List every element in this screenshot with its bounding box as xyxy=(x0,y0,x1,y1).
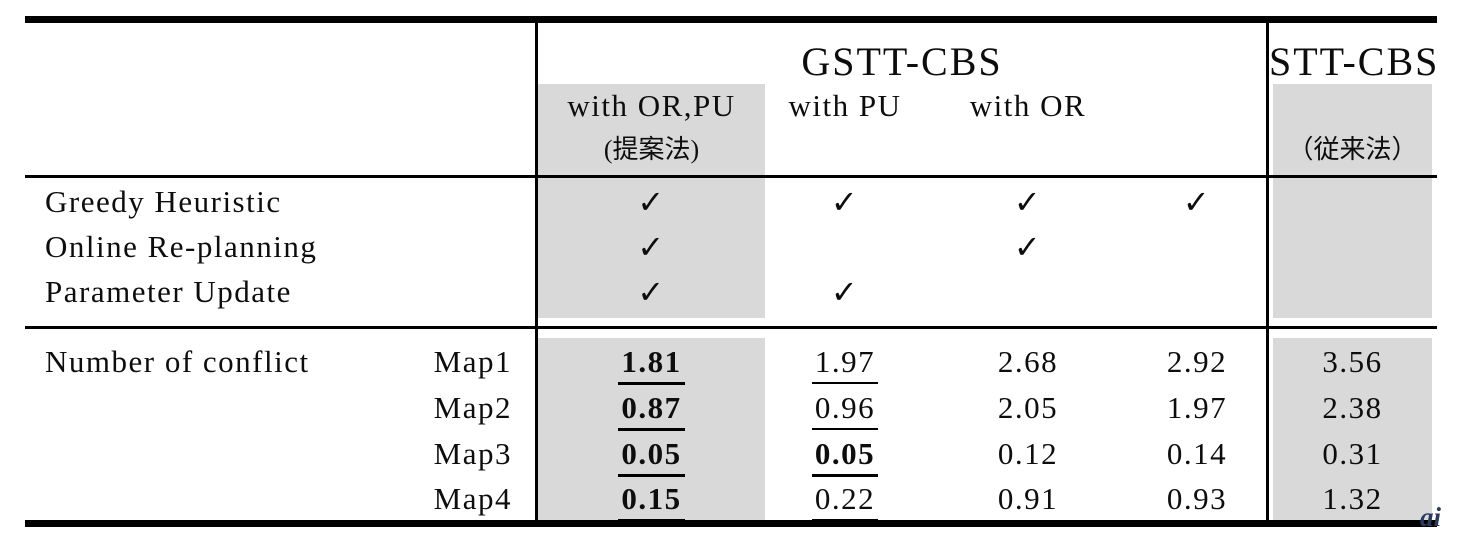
value-map2-stt-cbs: 2.38 xyxy=(1273,390,1432,426)
check-greedy-heuristic-with-or: ✓ xyxy=(1013,183,1043,221)
value-text: 2.38 xyxy=(1322,390,1383,425)
check-online-replanning-with-or: ✓ xyxy=(1013,228,1043,266)
value-text: 0.14 xyxy=(1166,436,1228,471)
value-map1-with-pu: 1.97 xyxy=(765,344,925,384)
group-header-gstt-cbs: GSTT-CBS xyxy=(801,39,1003,84)
vertical-rule-left xyxy=(535,16,538,527)
row-label-online-replanning: Online Re-planning xyxy=(45,229,318,264)
map-label: Map1 xyxy=(433,344,512,379)
value-map1-with-or: 2.68 xyxy=(948,344,1108,380)
value-map4-plain: 0.93 xyxy=(1117,481,1277,517)
value-map4-stt-cbs: 1.32 xyxy=(1273,481,1432,517)
column-subheader-proposed-method: (提案法) xyxy=(603,135,700,164)
check-parameter-update-with-pu: ✓ xyxy=(830,273,860,311)
header-separator-rule xyxy=(25,175,1437,178)
value-map4-with-pu: 0.22 xyxy=(765,481,925,521)
value-text: 0.05 xyxy=(811,436,879,477)
value-text: 0.05 xyxy=(618,436,685,477)
value-text: 0.12 xyxy=(997,436,1059,471)
value-map2-with-pu: 0.96 xyxy=(765,390,925,430)
value-text: 3.56 xyxy=(1322,344,1383,379)
value-text: 1.81 xyxy=(618,344,685,385)
value-text: 2.68 xyxy=(997,344,1059,379)
bottom-rule xyxy=(25,520,1437,527)
row-label-parameter-update: Parameter Update xyxy=(45,274,292,309)
map-label: Map2 xyxy=(433,390,512,425)
value-text: 0.91 xyxy=(997,481,1059,516)
value-text: 0.15 xyxy=(618,481,685,522)
row-label-greedy-heuristic: Greedy Heuristic xyxy=(45,184,282,219)
value-text: 0.96 xyxy=(811,390,879,430)
column-header-with-or: with OR xyxy=(969,88,1087,123)
value-map1-stt-cbs: 3.56 xyxy=(1273,344,1432,380)
value-text: 0.31 xyxy=(1322,436,1383,471)
value-map2-with-or-pu: 0.87 xyxy=(538,390,765,431)
site-watermark: ai xyxy=(1420,502,1442,532)
value-map4-with-or-pu: 0.15 xyxy=(538,481,765,522)
highlight-sttcbs-data-block xyxy=(1273,338,1432,520)
value-text: 0.93 xyxy=(1166,481,1228,516)
column-subheader-conventional-method: （従来法） xyxy=(1287,135,1418,164)
value-text: 0.87 xyxy=(618,390,685,431)
highlight-sttcbs-header-block xyxy=(1273,84,1432,318)
value-map3-stt-cbs: 0.31 xyxy=(1273,436,1432,472)
check-online-replanning-with-or-pu: ✓ xyxy=(637,228,666,266)
value-map1-with-or-pu: 1.81 xyxy=(538,344,765,385)
check-parameter-update-plain xyxy=(1117,274,1277,310)
highlight-proposed-header-block xyxy=(538,84,765,318)
value-text: 2.05 xyxy=(997,390,1059,425)
column-header-with-pu: with PU xyxy=(788,88,902,123)
check-online-replanning-plain xyxy=(1117,229,1277,265)
vertical-rule-right xyxy=(1266,16,1269,527)
check-greedy-heuristic-with-pu: ✓ xyxy=(830,183,860,221)
value-map3-with-or: 0.12 xyxy=(948,436,1108,472)
value-text: 0.22 xyxy=(811,481,879,521)
check-greedy-heuristic-plain: ✓ xyxy=(1182,183,1212,221)
top-rule xyxy=(25,16,1437,23)
value-text: 1.97 xyxy=(811,344,879,384)
value-text: 2.92 xyxy=(1166,344,1228,379)
check-parameter-update-with-or-pu: ✓ xyxy=(637,273,666,311)
value-map2-with-or: 2.05 xyxy=(948,390,1108,426)
check-online-replanning-with-pu xyxy=(765,229,925,265)
value-map3-with-or-pu: 0.05 xyxy=(538,436,765,477)
value-map3-with-pu: 0.05 xyxy=(765,436,925,477)
column-header-with-or-pu: with OR,PU xyxy=(567,88,736,123)
map-label: Map4 xyxy=(433,481,512,516)
metric-label-number-of-conflict: Number of conflict xyxy=(45,344,310,379)
group-header-stt-cbs: STT-CBS xyxy=(1269,39,1440,84)
value-text: 1.97 xyxy=(1166,390,1228,425)
check-greedy-heuristic-with-or-pu: ✓ xyxy=(637,183,666,221)
value-map2-plain: 1.97 xyxy=(1117,390,1277,426)
check-parameter-update-with-or xyxy=(948,274,1108,310)
value-map1-plain: 2.92 xyxy=(1117,344,1277,380)
value-map3-plain: 0.14 xyxy=(1117,436,1277,472)
value-map4-with-or: 0.91 xyxy=(948,481,1108,517)
value-text: 1.32 xyxy=(1322,481,1383,516)
map-label: Map3 xyxy=(433,436,512,471)
section-separator-rule xyxy=(25,326,1437,329)
